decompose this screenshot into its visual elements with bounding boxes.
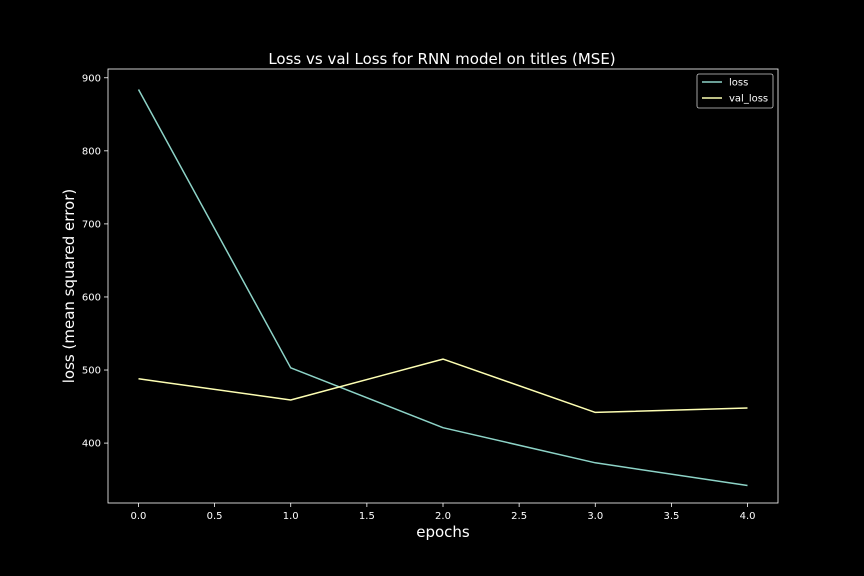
y-axis-title: loss (mean squared error) xyxy=(60,189,78,383)
y-tick-label: 700 xyxy=(82,219,101,230)
x-tick-label: 0.0 xyxy=(131,511,147,522)
x-axis-title: epochs xyxy=(416,523,470,541)
x-tick-label: 3.0 xyxy=(587,511,603,522)
legend: loss val_loss xyxy=(696,73,774,109)
series-line-val-loss xyxy=(138,358,748,414)
x-tick-label: 1.0 xyxy=(283,511,299,522)
x-tick-label: 4.0 xyxy=(740,511,756,522)
series-line-loss xyxy=(137,89,748,487)
y-tick-label: 500 xyxy=(82,366,101,377)
x-tick-label: 2.0 xyxy=(435,511,451,522)
x-tick-label: 1.5 xyxy=(359,511,375,522)
x-tick-label: 0.5 xyxy=(207,511,223,522)
chart-title: Loss vs val Loss for RNN model on titles… xyxy=(268,50,615,68)
x-axis: 0.0 0.5 1.0 1.5 2.0 2.5 3.0 3.5 4.0 xyxy=(131,503,756,522)
x-tick-label: 3.5 xyxy=(663,511,679,522)
y-tick-label: 400 xyxy=(82,439,101,450)
y-axis: 400 500 600 700 800 900 xyxy=(82,73,108,450)
y-tick-label: 600 xyxy=(82,292,101,303)
plot-area: 0.0 0.5 1.0 1.5 2.0 2.5 3.0 3.5 4.0 400 500 600 700… xyxy=(82,68,779,522)
x-tick-label: 2.5 xyxy=(511,511,527,522)
series-lines xyxy=(137,89,748,487)
legend-label-val-loss: val_loss xyxy=(729,94,768,105)
legend-label-loss: loss xyxy=(729,78,748,89)
y-tick-label: 900 xyxy=(82,73,101,84)
y-tick-label: 800 xyxy=(82,146,101,157)
